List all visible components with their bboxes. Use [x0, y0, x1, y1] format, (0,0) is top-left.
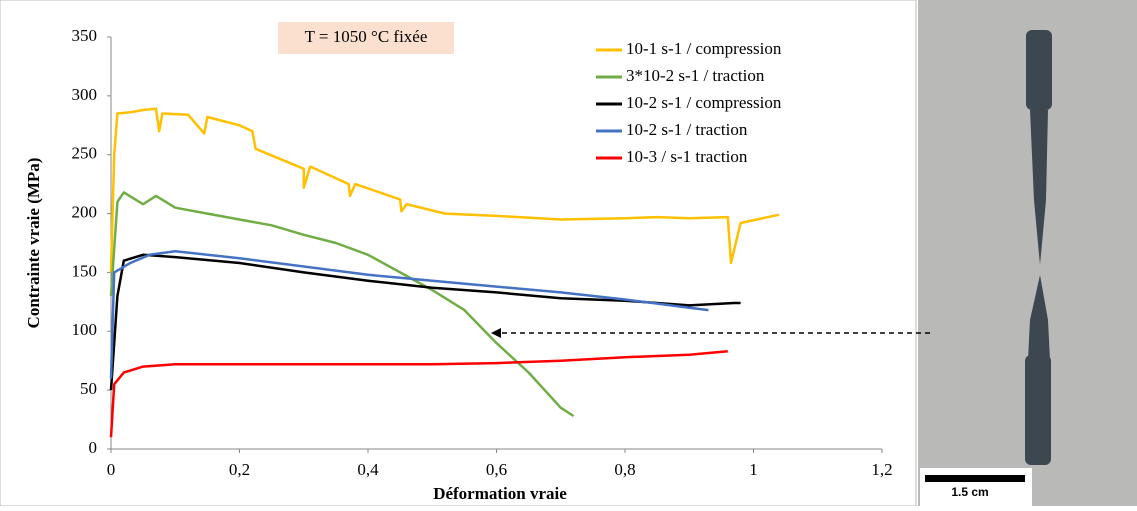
y-tick-label: 100	[72, 320, 98, 339]
y-tick-label: 150	[72, 261, 98, 280]
y-tick-label: 200	[72, 202, 98, 221]
annotation-box	[278, 22, 454, 54]
x-axis-label: Déformation vraie	[433, 484, 567, 503]
scale-bar-label: 1.5 cm	[951, 485, 988, 499]
series-line	[109, 107, 780, 273]
arrow-head	[491, 328, 501, 338]
legend-label: 10-2 s-1 / compression	[626, 93, 782, 112]
x-tick-label: 0,2	[229, 460, 250, 479]
y-tick-label: 250	[72, 144, 98, 163]
photo	[918, 0, 1137, 506]
y-axis-label: Contrainte vraie (MPa)	[24, 158, 43, 329]
legend-label: 10-3 / s-1 traction	[626, 147, 748, 166]
series-line	[109, 249, 709, 379]
x-tick-label: 0	[107, 460, 116, 479]
y-tick-label: 50	[80, 379, 97, 398]
chart-frame	[0, 0, 917, 507]
x-tick-label: 0,4	[357, 460, 379, 479]
y-tick-label: 0	[89, 438, 98, 457]
x-tick-label: 0,8	[614, 460, 635, 479]
legend-label: 10-2 s-1 / traction	[626, 120, 748, 139]
series-line	[109, 350, 728, 438]
annotation: T = 1050 °C fixée	[305, 27, 428, 46]
x-tick-label: 1,2	[871, 460, 892, 479]
y-tick-label: 350	[72, 26, 98, 45]
y-tick-label: 300	[72, 85, 98, 104]
legend-label: 3*10-2 s-1 / traction	[626, 66, 765, 85]
series-line	[109, 191, 575, 418]
x-tick-label: 1	[749, 460, 758, 479]
legend-label: 10-1 s-1 / compression	[626, 39, 782, 58]
x-tick-label: 0,6	[486, 460, 507, 479]
